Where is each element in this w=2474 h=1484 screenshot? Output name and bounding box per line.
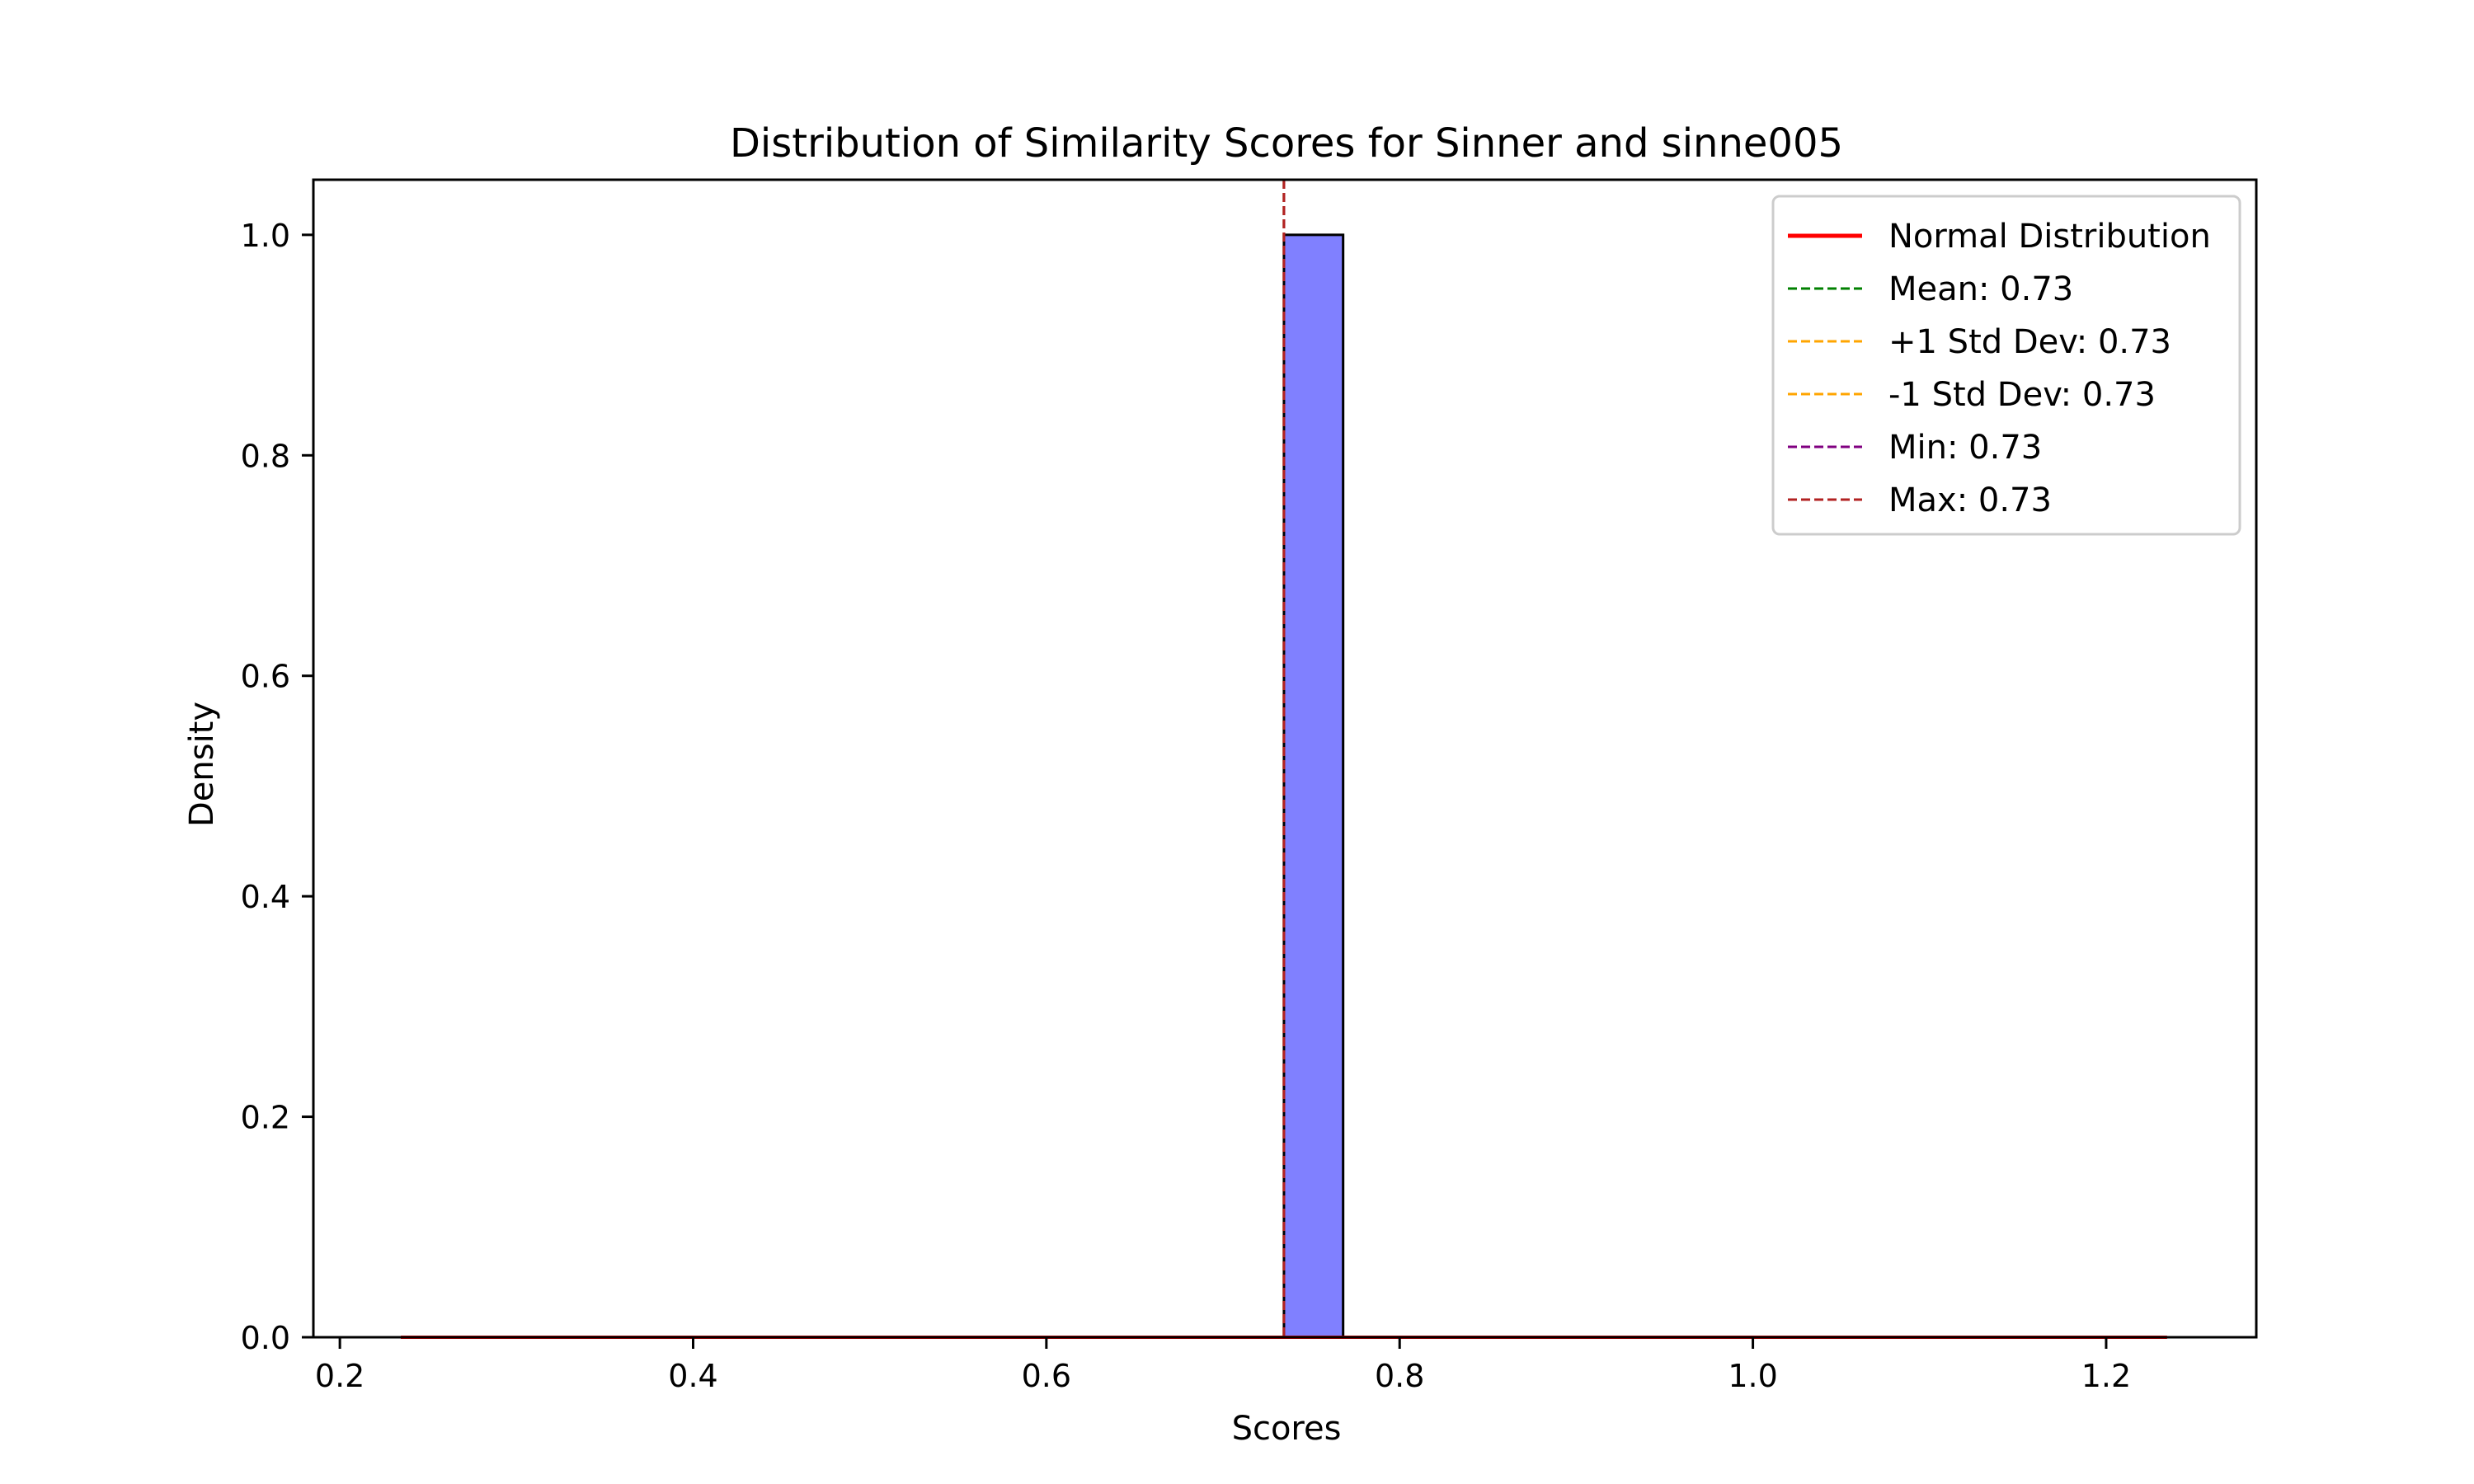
plot-area [312, 178, 2258, 1339]
y-tick-label: 0.2 [241, 1100, 290, 1136]
y-tick-label: 0.8 [241, 438, 290, 474]
x-axis-label: Scores [1232, 1410, 1342, 1448]
legend-label: Mean: 0.73 [1888, 270, 2073, 308]
legend-label: Min: 0.73 [1888, 429, 2042, 467]
chart-title: Distribution of Similarity Scores for Si… [730, 120, 1843, 167]
x-tick-label: 1.2 [2081, 1358, 2131, 1394]
y-axis-label: Density [183, 702, 221, 827]
y-tick-label: 0.6 [241, 659, 290, 695]
axes-frame [312, 178, 2258, 1339]
x-tick-label: 1.0 [1728, 1358, 1777, 1394]
x-tick-label: 0.4 [668, 1358, 717, 1394]
y-tick-label: 1.0 [241, 218, 290, 254]
histogram-bar [1282, 233, 1345, 1339]
y-tick-label: 0.4 [241, 879, 290, 915]
legend-label: Normal Distribution [1888, 218, 2211, 256]
legend: Normal Distribution Mean: 0.73 +1 Std Dev:… [1771, 195, 2241, 536]
legend-label: Max: 0.73 [1888, 481, 2052, 519]
legend-label: +1 Std Dev: 0.73 [1888, 323, 2171, 361]
x-tick-label: 0.8 [1375, 1358, 1424, 1394]
legend-label: -1 Std Dev: 0.73 [1888, 376, 2156, 414]
x-tick-label: 0.6 [1022, 1358, 1071, 1394]
x-tick-label: 0.2 [315, 1358, 365, 1394]
y-tick-label: 0.0 [241, 1320, 290, 1356]
axis-ticks: 0.2 0.4 0.6 0.8 1.0 1.2 0.0 0.2 0.4 0.6 0.8 1.0 [241, 218, 2132, 1394]
legend-box [1771, 195, 2241, 536]
